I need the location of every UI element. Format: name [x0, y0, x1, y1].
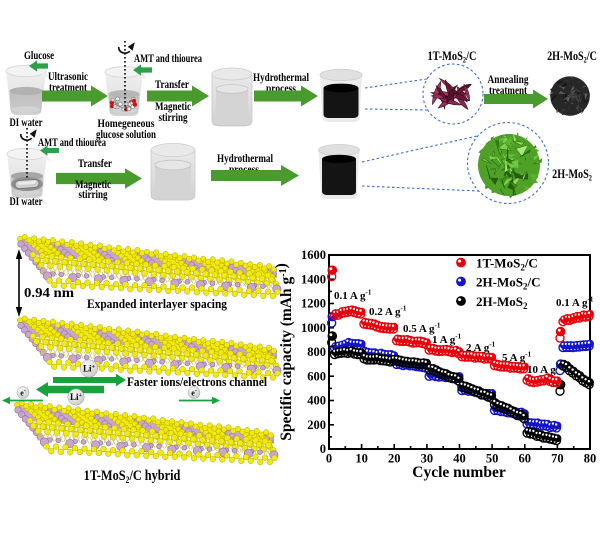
svg-text:2H-MoS2/C: 2H-MoS2/C [476, 275, 540, 292]
svg-text:0.5 A g-1: 0.5 A g-1 [403, 322, 441, 336]
svg-text:2 A g-1: 2 A g-1 [466, 341, 496, 355]
svg-text:Li+: Li+ [70, 392, 83, 402]
svg-text:stirring: stirring [79, 187, 108, 201]
svg-text:60: 60 [519, 452, 532, 466]
svg-text:0.1 A g-1: 0.1 A g-1 [556, 296, 594, 310]
svg-text:Ultrasonic: Ultrasonic [48, 69, 89, 83]
svg-text:Hydrothermal: Hydrothermal [217, 151, 273, 165]
svg-text:1T-MoS2/C: 1T-MoS2/C [476, 256, 538, 273]
svg-text:Hydrothermal: Hydrothermal [253, 70, 309, 84]
svg-text:AMT and thiourea: AMT and thiourea [38, 135, 106, 149]
svg-text:Transfer: Transfer [155, 77, 190, 91]
svg-text:AMT and thiourea: AMT and thiourea [134, 51, 202, 65]
svg-text:70: 70 [551, 452, 564, 466]
svg-text:600: 600 [307, 369, 326, 383]
svg-text:2H-MoS2: 2H-MoS2 [552, 167, 592, 183]
svg-text:1600: 1600 [301, 248, 326, 262]
svg-text:5 A g-1: 5 A g-1 [502, 351, 532, 365]
svg-text:0.2 A g-1: 0.2 A g-1 [369, 305, 407, 319]
svg-text:0.94 nm: 0.94 nm [24, 286, 74, 301]
svg-text:glucose solution: glucose solution [96, 127, 156, 141]
svg-text:2H-MoS2: 2H-MoS2 [476, 294, 528, 311]
svg-text:Li+: Li+ [83, 364, 96, 374]
svg-text:Cycle number: Cycle number [412, 464, 506, 481]
svg-text:50: 50 [486, 452, 499, 466]
svg-text:Faster ions/electrons channel: Faster ions/electrons channel [127, 375, 267, 389]
svg-text:20: 20 [388, 452, 401, 466]
svg-text:1 A g-1: 1 A g-1 [432, 333, 462, 347]
svg-text:e-: e- [191, 388, 197, 397]
svg-text:Annealing: Annealing [488, 72, 529, 86]
svg-text:DI water: DI water [10, 115, 43, 129]
svg-text:Glucose: Glucose [24, 48, 54, 62]
svg-text:Magnetic: Magnetic [155, 99, 192, 113]
svg-text:Specific capacity (mAh g-1): Specific capacity (mAh g-1) [273, 263, 295, 441]
svg-text:800: 800 [307, 345, 326, 359]
svg-text:1200: 1200 [301, 297, 326, 311]
svg-text:1T-MoS2/C: 1T-MoS2/C [427, 49, 476, 65]
svg-text:400: 400 [307, 394, 326, 408]
svg-text:0.1 A g-1: 0.1 A g-1 [334, 289, 372, 303]
svg-text:Magnetic: Magnetic [75, 177, 112, 191]
svg-text:DI water: DI water [10, 194, 43, 208]
svg-text:30: 30 [421, 452, 434, 466]
svg-text:stirring: stirring [159, 110, 188, 124]
svg-text:Expanded interlayer spacing: Expanded interlayer spacing [87, 296, 227, 311]
svg-text:200: 200 [307, 418, 326, 432]
svg-text:2H-MoS2/C: 2H-MoS2/C [547, 49, 597, 65]
svg-text:40: 40 [453, 452, 466, 466]
svg-text:1T-MoS2/C hybrid: 1T-MoS2/C hybrid [84, 467, 181, 485]
svg-text:Homegeneous: Homegeneous [98, 116, 155, 130]
svg-text:treatment: treatment [489, 83, 527, 97]
svg-text:80: 80 [584, 452, 597, 466]
svg-text:e-: e- [20, 388, 26, 397]
svg-text:1400: 1400 [301, 272, 326, 286]
svg-text:10: 10 [355, 452, 368, 466]
svg-text:Transfer: Transfer [78, 156, 113, 170]
svg-text:0: 0 [320, 442, 326, 456]
svg-text:1000: 1000 [301, 321, 326, 335]
svg-text:0: 0 [326, 452, 332, 466]
